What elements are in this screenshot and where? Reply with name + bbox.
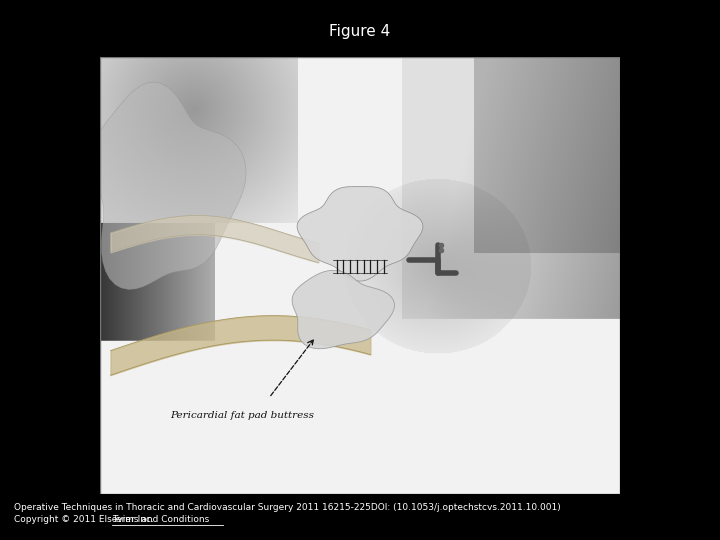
Polygon shape — [93, 82, 246, 289]
Text: Pericardial fat pad buttress: Pericardial fat pad buttress — [170, 410, 314, 420]
Text: Operative Techniques in Thoracic and Cardiovascular Surgery 2011 16215-225DOI: (: Operative Techniques in Thoracic and Car… — [14, 503, 561, 512]
Polygon shape — [297, 187, 423, 281]
Text: Figure 4: Figure 4 — [329, 24, 391, 39]
Text: Terms and Conditions: Terms and Conditions — [112, 515, 209, 524]
Text: Copyright © 2011 Elsevier Inc.: Copyright © 2011 Elsevier Inc. — [14, 515, 157, 524]
Polygon shape — [292, 271, 395, 349]
